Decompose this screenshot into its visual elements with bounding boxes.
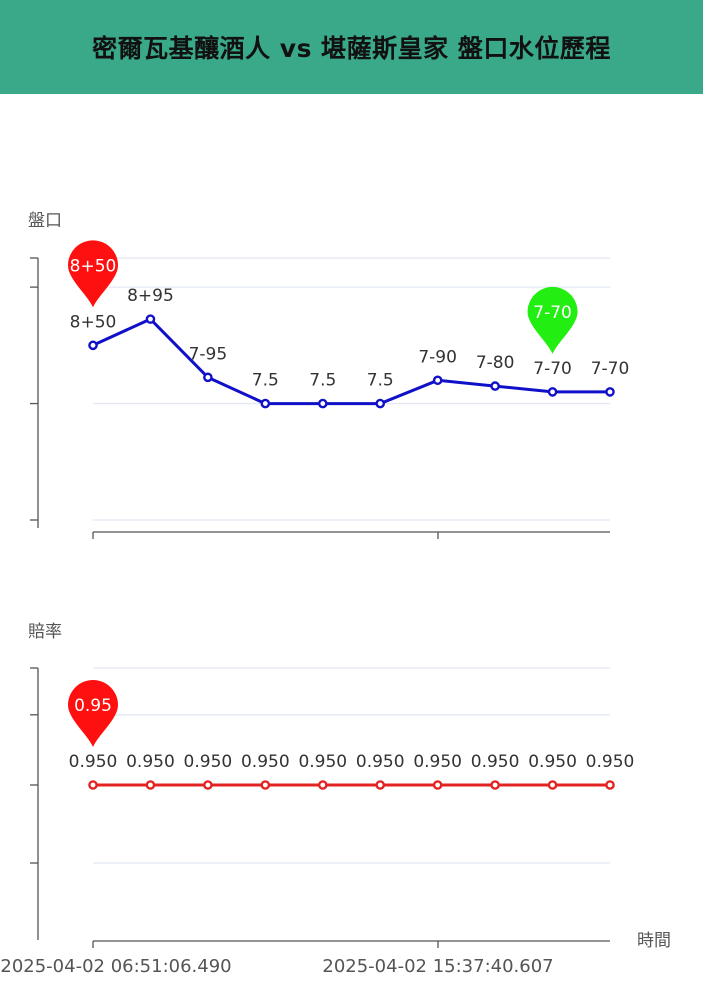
handicap-data-labels: 8+50 8+95 7-95 7.5 7.5 7.5 7-90 7-80 7-70 7-70 [70, 286, 630, 390]
data-label: 7.5 [367, 371, 394, 391]
data-label: 0.950 [241, 752, 290, 772]
marker-label: 8+50 [70, 256, 117, 276]
x-tick-label-mid: 2025-04-02 15:37:40.607 [322, 956, 553, 977]
data-point [145, 780, 156, 790]
x-tick-label-start: 2025-04-02 06:51:06.490 [0, 956, 231, 977]
data-label: 0.950 [413, 752, 462, 772]
data-point [547, 387, 558, 397]
data-point [203, 780, 213, 790]
data-label: 0.950 [356, 752, 405, 772]
data-point [317, 780, 328, 790]
data-label: 0.950 [471, 752, 520, 772]
data-point [88, 780, 98, 790]
data-label: 0.950 [126, 752, 175, 772]
marker-pin-shape [68, 240, 118, 308]
marker-pin-shape [527, 286, 578, 354]
data-label: 0.950 [298, 752, 347, 772]
handicap-markers: 8+50 7-70 [68, 240, 578, 354]
data-point [490, 780, 500, 790]
marker-label: 0.95 [74, 696, 112, 716]
data-point [432, 780, 443, 790]
data-label: 7.5 [252, 371, 279, 391]
data-label: 0.950 [69, 752, 118, 772]
data-point [605, 780, 615, 790]
data-label: 0.950 [586, 752, 635, 772]
data-label: 0.950 [184, 752, 233, 772]
handicap-y-axis-label: 盤口 [28, 211, 62, 231]
odds-data-labels: 0.950 0.950 0.950 0.950 0.950 0.950 0.950 0.950… [69, 752, 635, 772]
data-label: 7.5 [309, 371, 336, 391]
data-point [375, 398, 386, 409]
data-point [432, 375, 443, 386]
odds-y-axis-label: 賠率 [28, 622, 62, 642]
max-value-marker: 8+50 [68, 240, 118, 308]
page-title: 密爾瓦基釀酒人 vs 堪薩斯皇家 盤口水位歷程 [92, 34, 611, 63]
odds-y-ticks [30, 667, 38, 864]
odds-markers: 0.95 [68, 679, 118, 747]
data-point [260, 398, 271, 409]
x-axis-label: 時間 [637, 931, 671, 951]
odds-chart: 賠率 時間 2025-04-02 06:51:06.490 2025-04-02… [0, 622, 671, 977]
handicap-grid [93, 257, 610, 521]
header-bar: 密爾瓦基釀酒人 vs 堪薩斯皇家 盤口水位歷程 [0, 0, 703, 94]
min-value-marker: 7-70 [527, 286, 578, 354]
data-label: 8+50 [70, 312, 117, 332]
data-point [317, 398, 328, 409]
data-label: 8+95 [127, 286, 174, 306]
data-point [88, 340, 98, 351]
data-label: 0.950 [528, 752, 577, 772]
data-point [145, 314, 156, 324]
data-point [260, 780, 271, 790]
marker-pin-shape [68, 679, 118, 747]
handicap-chart: 盤口 8+50 8+95 7-95 7.5 7.5 7.5 7-90 7-80 7-70 7-70… [28, 211, 629, 539]
data-label: 7-80 [476, 353, 515, 373]
data-point [605, 387, 615, 397]
marker-label: 7-70 [533, 303, 572, 323]
data-label: 7-70 [533, 359, 572, 379]
data-point [203, 372, 213, 383]
data-point [490, 381, 500, 391]
data-point [547, 780, 558, 790]
odds-points [88, 780, 615, 790]
data-point [375, 780, 386, 790]
data-label: 7-95 [189, 344, 228, 364]
data-label: 7-90 [418, 347, 457, 367]
max-value-marker: 0.95 [68, 679, 118, 747]
data-label: 7-70 [591, 359, 630, 379]
handicap-y-ticks [30, 257, 38, 521]
handicap-series-line [92, 317, 610, 406]
handicap-points [88, 314, 615, 409]
